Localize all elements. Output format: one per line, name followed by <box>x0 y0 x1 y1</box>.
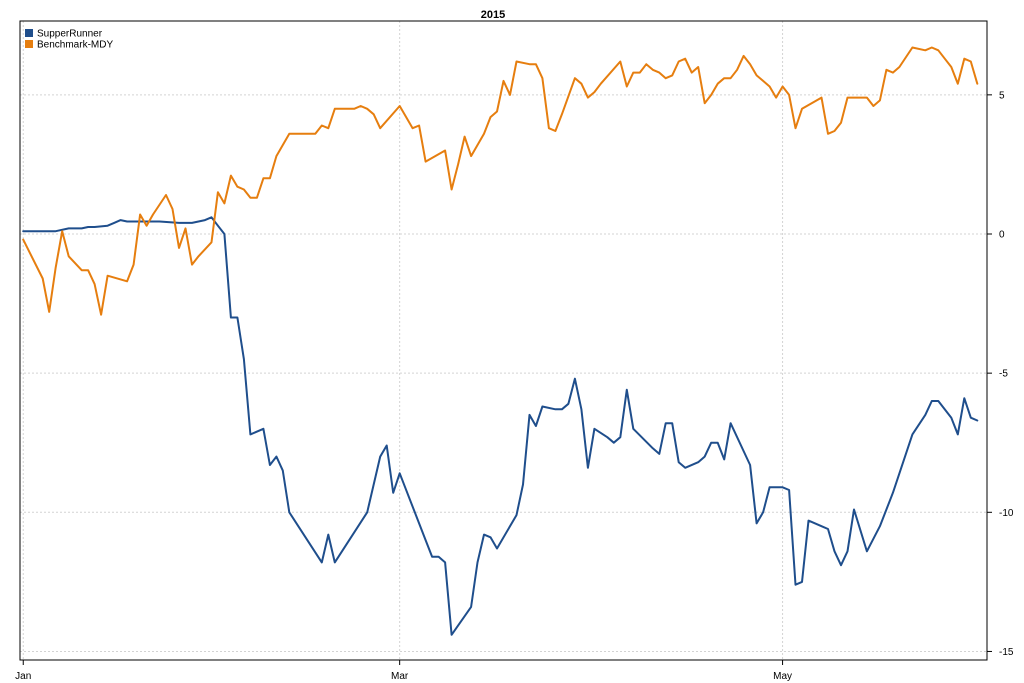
series-line-benchmark-mdy <box>22 46 979 316</box>
legend-swatch <box>25 29 33 37</box>
series-lines <box>22 46 979 636</box>
x-tick-label: Mar <box>391 671 409 682</box>
chart-title: 2015 <box>481 9 505 21</box>
y-tick-label: -15 <box>999 647 1014 658</box>
y-tick-label: 0 <box>999 230 1005 241</box>
series-line-supperrunner <box>22 216 979 636</box>
plot-frame <box>19 20 988 661</box>
y-tick-label: -5 <box>999 369 1008 380</box>
y-tick-label: 5 <box>999 90 1005 101</box>
legend-label: Benchmark-MDY <box>37 40 113 51</box>
axes: 5 0 -5 -10 -15 Jan Mar May <box>15 90 1014 682</box>
legend-swatch <box>25 40 33 48</box>
grid-lines <box>20 21 987 660</box>
y-tick-label: -10 <box>999 508 1014 519</box>
x-tick-label: May <box>773 671 792 682</box>
legend-label: SupperRunner <box>37 29 103 40</box>
x-tick-label: Jan <box>15 671 31 682</box>
